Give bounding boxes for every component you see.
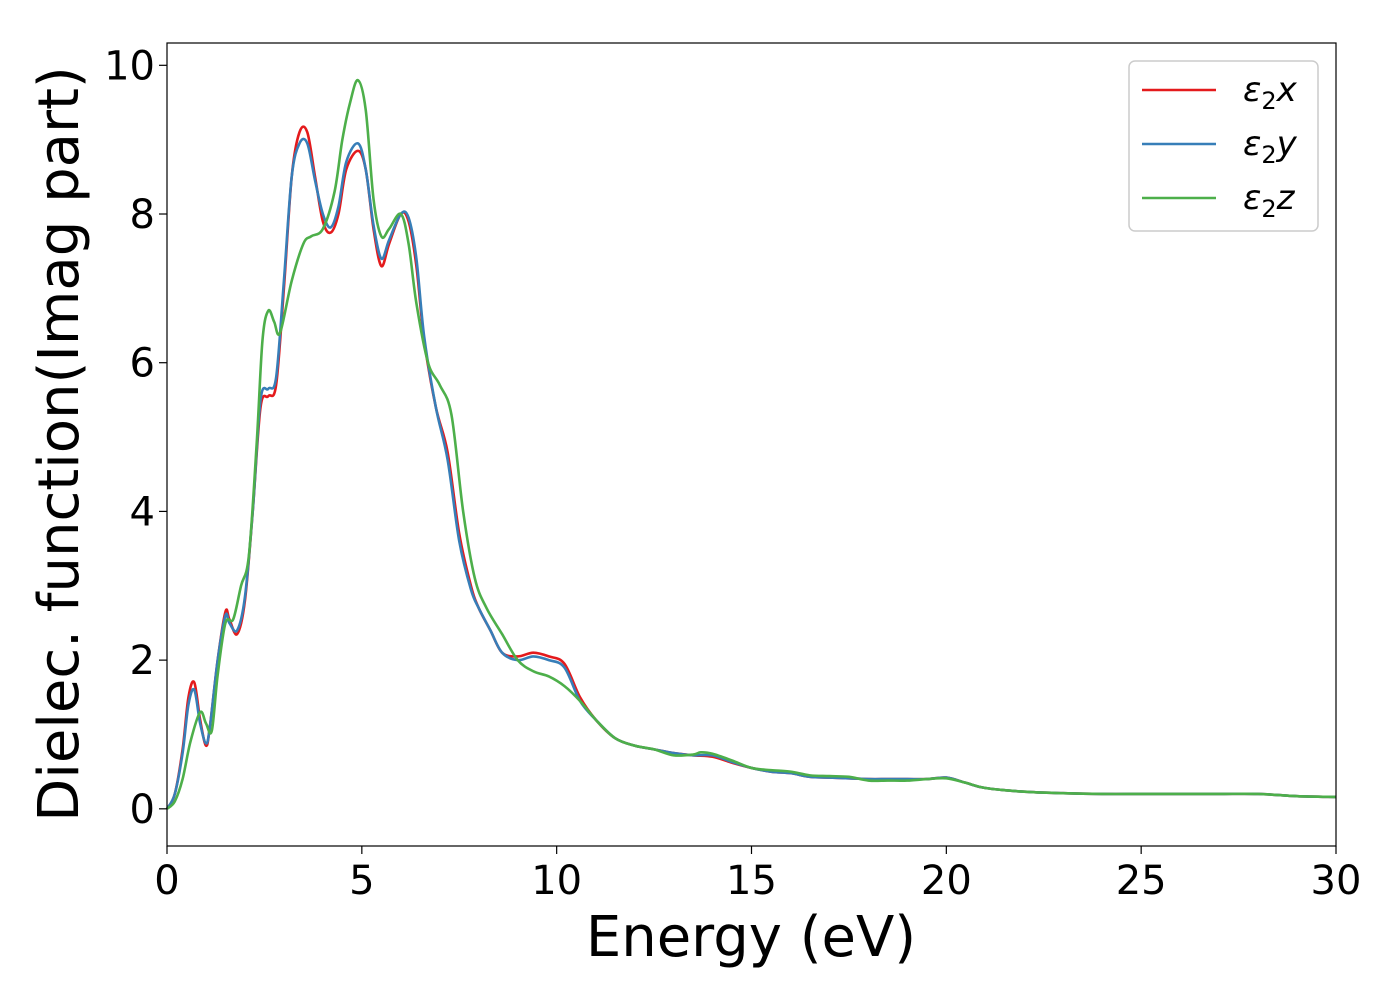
x-tick-label: 20 — [921, 858, 972, 904]
y-axis: 0 2 4 6 8 10 — [104, 43, 167, 833]
y-tick-label: 0 — [130, 787, 155, 833]
y-tick-label: 6 — [130, 341, 155, 387]
y-axis-title: Dielec. function(Imag part) — [27, 66, 92, 822]
x-tick-label: 25 — [1116, 858, 1167, 904]
x-tick-label: 30 — [1311, 858, 1362, 904]
y-tick-label: 10 — [104, 43, 155, 89]
y-tick-label: 4 — [130, 489, 155, 535]
y-tick-label: 2 — [130, 638, 155, 684]
x-axis: 0 5 10 15 20 25 30 — [154, 846, 1361, 904]
x-tick-label: 15 — [726, 858, 777, 904]
y-tick-label: 8 — [130, 192, 155, 238]
x-tick-label: 0 — [154, 858, 179, 904]
legend-box — [1128, 60, 1319, 232]
x-axis-title: Energy (eV) — [586, 905, 916, 970]
legend-label-y: ε2y — [1243, 124, 1298, 169]
series-layer — [165, 78, 1337, 810]
legend-label-x: ε2x — [1243, 70, 1298, 115]
series-line-z — [166, 78, 1337, 810]
x-tick-label: 10 — [531, 858, 582, 904]
legend: ε2x ε2y ε2z — [1128, 60, 1319, 232]
legend-label-z: ε2z — [1243, 178, 1296, 223]
x-tick-label: 5 — [349, 858, 374, 904]
